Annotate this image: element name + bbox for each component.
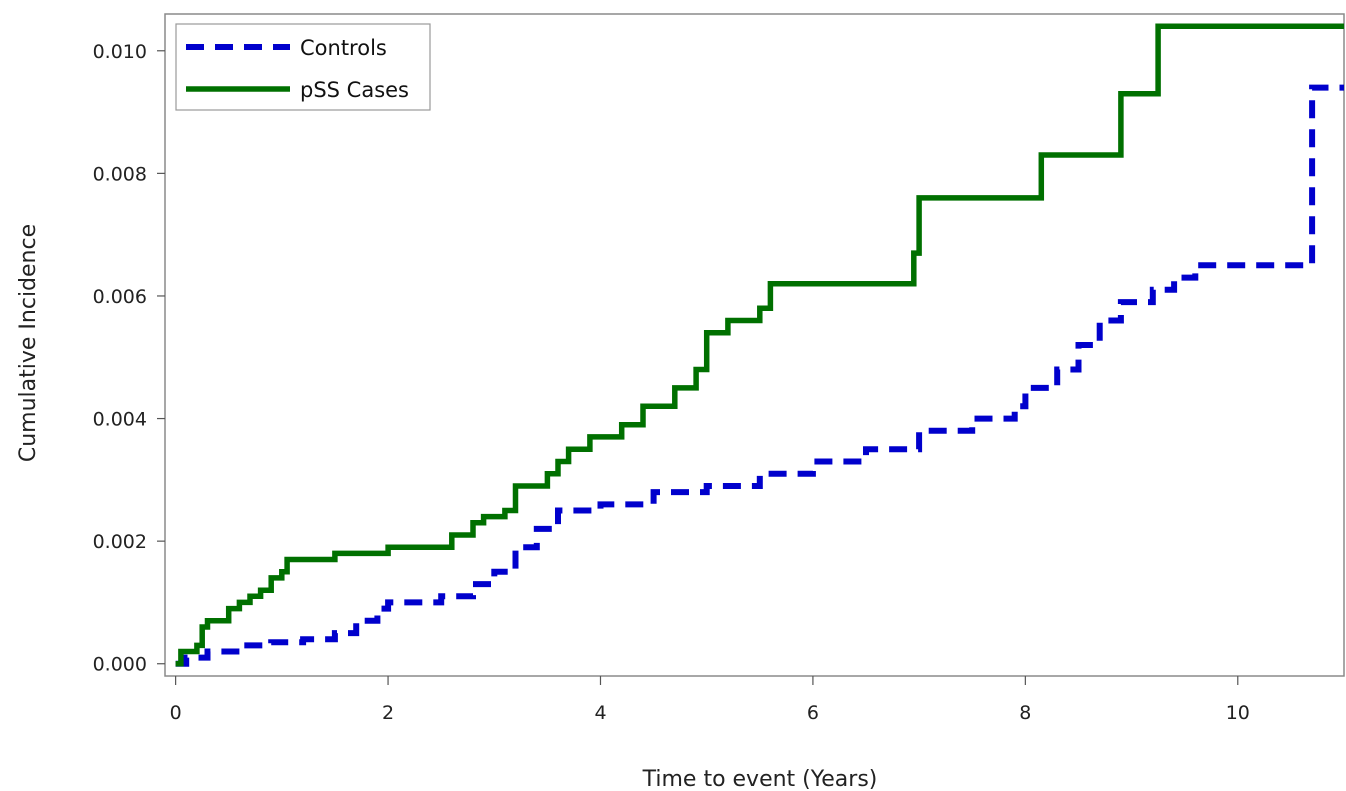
x-tick-label: 4 (594, 702, 606, 724)
legend: Controls pSS Cases (175, 23, 431, 111)
x-tick-label: 2 (382, 702, 394, 724)
series-line-controls (175, 84, 1344, 667)
y-axis-title: Cumulative Incidence (16, 224, 41, 462)
series-layer (175, 23, 1344, 667)
series-line-pss-cases (175, 23, 1344, 667)
y-tick-label: 0.010 (93, 41, 147, 63)
y-tick-label: 0.008 (93, 163, 147, 185)
legend-label-pss-cases: pSS Cases (300, 78, 409, 102)
x-tick-label: 0 (170, 702, 182, 724)
y-tick-label: 0.002 (93, 531, 147, 553)
x-axis-title: Time to event (Years) (642, 767, 878, 791)
x-tick-label: 8 (1019, 702, 1031, 724)
x-ticks: 0 2 4 6 8 10 (170, 676, 1250, 724)
y-tick-label: 0.000 (93, 654, 147, 676)
x-tick-label: 10 (1226, 702, 1250, 724)
x-tick-label: 6 (807, 702, 819, 724)
legend-label-controls: Controls (300, 36, 387, 60)
plot-area (164, 13, 1345, 677)
y-axis: 0.000 0.002 0.004 0.006 0.008 0.010 (93, 41, 165, 676)
legend-box (175, 23, 431, 111)
y-tick-label: 0.006 (93, 286, 147, 308)
x-axis: 0 2 4 6 8 10 (170, 676, 1250, 724)
y-ticks: 0.000 0.002 0.004 0.006 0.008 0.010 (93, 41, 165, 676)
y-tick-label: 0.004 (93, 409, 147, 431)
plot-frame (164, 13, 1345, 677)
